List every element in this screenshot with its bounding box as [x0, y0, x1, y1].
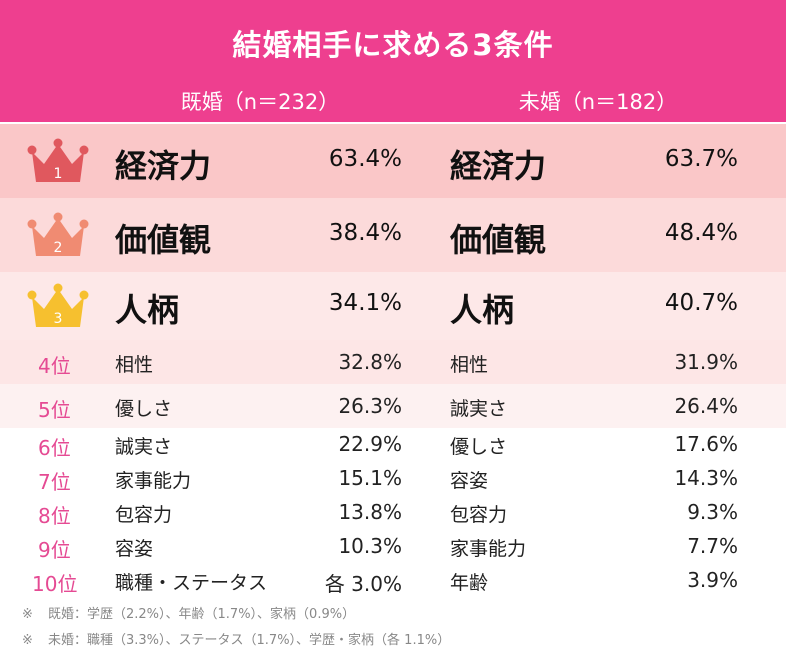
married-percent: 34.1%: [328, 290, 402, 316]
table-row: 4位 相性 32.8% 相性 31.9%: [0, 340, 786, 384]
column-header-married: 既婚（n＝232）: [180, 90, 340, 114]
single-item: 優しさ: [450, 436, 508, 458]
rank-label: 4位: [38, 354, 71, 378]
crown-icon: 1: [26, 136, 90, 186]
married-item: 相性: [115, 354, 154, 376]
table-row: 3 人柄 34.1% 人柄 40.7%: [0, 272, 786, 340]
crown-icon: 2: [26, 210, 90, 260]
married-item: 容姿: [115, 538, 154, 560]
single-percent: 14.3%: [674, 466, 738, 490]
married-item: 包容力: [115, 504, 173, 526]
column-header-single: 未婚（n＝182）: [518, 90, 678, 114]
married-percent: 10.3%: [338, 534, 402, 558]
rank-label: 10位: [32, 572, 78, 596]
single-percent: 48.4%: [664, 220, 738, 246]
single-item: 容姿: [450, 470, 489, 492]
single-percent: 9.3%: [687, 500, 738, 524]
rank-label: 7位: [38, 470, 71, 494]
footnote-married: ※ 既婚：学歴（2.2%）、年齢（1.7%）、家柄（0.9%）: [22, 606, 450, 632]
married-percent: 63.4%: [328, 146, 402, 172]
married-item: 価値観: [115, 221, 212, 259]
married-item: 経済力: [115, 147, 212, 185]
rank-label: 8位: [38, 504, 71, 528]
single-percent: 7.7%: [687, 534, 738, 558]
single-percent: 3.9%: [687, 568, 738, 592]
single-percent: 40.7%: [664, 290, 738, 316]
married-percent: 15.1%: [338, 466, 402, 490]
single-item: 経済力: [450, 147, 547, 185]
married-percent: 13.8%: [338, 500, 402, 524]
table-row: 8位 包容力 13.8% 包容力 9.3%: [0, 496, 786, 530]
married-percent: 各 3.0%: [324, 572, 402, 596]
single-item: 人柄: [450, 291, 515, 329]
footnote-single: ※ 未婚：職種（3.3%）、ステータス（1.7%）、学歴・家柄（各 1.1%）: [22, 632, 450, 658]
married-percent: 26.3%: [338, 394, 402, 418]
single-percent: 26.4%: [674, 394, 738, 418]
crown-icon: 3: [26, 281, 90, 331]
table-row: 7位 家事能力 15.1% 容姿 14.3%: [0, 462, 786, 496]
single-item: 家事能力: [450, 538, 527, 560]
chart-title: 結婚相手に求める3条件: [232, 28, 554, 62]
single-percent: 63.7%: [664, 146, 738, 172]
table-row: 1 経済力 63.4% 経済力 63.7%: [0, 124, 786, 198]
footnotes: ※ 既婚：学歴（2.2%）、年齢（1.7%）、家柄（0.9%） ※ 未婚：職種（3.…: [22, 606, 450, 658]
crown-rank-number: 2: [54, 240, 63, 256]
single-item: 価値観: [450, 221, 547, 259]
table-row: 9位 容姿 10.3% 家事能力 7.7%: [0, 530, 786, 564]
single-percent: 17.6%: [674, 432, 738, 456]
header-banner: 結婚相手に求める3条件 既婚（n＝232） 未婚（n＝182）: [0, 0, 786, 122]
note-mark: ※: [22, 633, 33, 648]
single-item: 包容力: [450, 504, 508, 526]
rank-label: 5位: [38, 398, 71, 422]
table-row: 5位 優しさ 26.3% 誠実さ 26.4%: [0, 384, 786, 428]
married-percent: 38.4%: [328, 220, 402, 246]
table-row: 10位 職種・ステータス 各 3.0% 年齢 3.9%: [0, 564, 786, 598]
single-item: 年齢: [450, 572, 489, 594]
married-item: 職種・ステータス: [115, 572, 268, 594]
married-item: 家事能力: [115, 470, 192, 492]
single-item: 相性: [450, 354, 489, 376]
table-row: 6位 誠実さ 22.9% 優しさ 17.6%: [0, 428, 786, 462]
married-item: 人柄: [115, 291, 180, 329]
note-text: 未婚：職種（3.3%）、ステータス（1.7%）、学歴・家柄（各 1.1%）: [48, 633, 451, 648]
note-mark: ※: [22, 607, 33, 622]
single-item: 誠実さ: [450, 398, 508, 420]
married-percent: 32.8%: [338, 350, 402, 374]
married-percent: 22.9%: [338, 432, 402, 456]
rank-label: 9位: [38, 538, 71, 562]
crown-rank-number: 3: [54, 311, 63, 327]
note-text: 既婚：学歴（2.2%）、年齢（1.7%）、家柄（0.9%）: [48, 607, 356, 622]
single-percent: 31.9%: [674, 350, 738, 374]
crown-rank-number: 1: [54, 166, 63, 182]
married-item: 優しさ: [115, 398, 173, 420]
rank-label: 6位: [38, 436, 71, 460]
table-row: 2 価値観 38.4% 価値観 48.4%: [0, 198, 786, 272]
married-item: 誠実さ: [115, 436, 173, 458]
